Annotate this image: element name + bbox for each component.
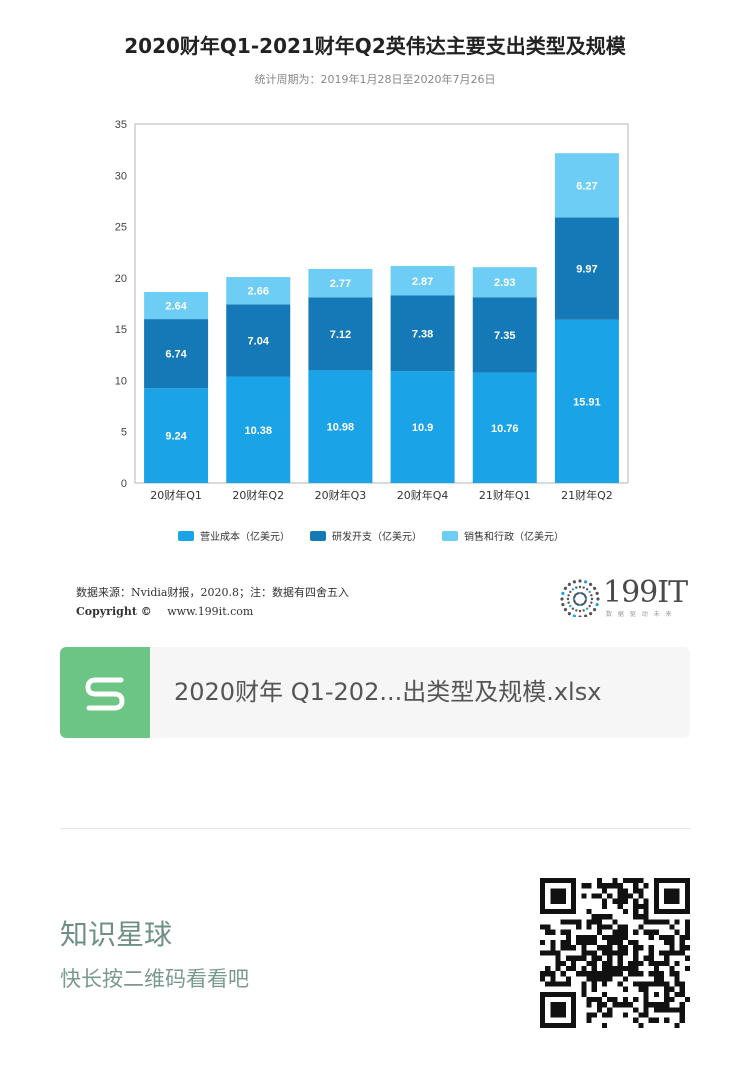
y-tick-label: 35: [115, 119, 127, 131]
legend-label: 研发开支（亿美元）: [332, 530, 422, 543]
bar-segment: [226, 304, 291, 377]
bar-segment: [226, 277, 291, 305]
bar-segment: [226, 376, 291, 483]
legend-label: 销售和行政（亿美元）: [464, 530, 564, 543]
x-tick-label: 20财年Q1: [150, 488, 202, 502]
copyright-label: Copyright ©: [76, 605, 152, 618]
legend-swatch: [310, 531, 326, 541]
data-label: 2.64: [165, 301, 187, 313]
data-label: 10.9: [412, 422, 433, 434]
bar-segment: [554, 217, 619, 320]
data-label: 15.91: [573, 396, 601, 408]
data-label: 10.98: [327, 422, 355, 434]
x-tick-label: 20财年Q2: [232, 488, 284, 502]
planet-hint: 快长按二维码看看吧: [60, 967, 249, 991]
bar-segment: [390, 371, 455, 483]
data-label: 9.24: [165, 431, 187, 443]
chart-title: 2020财年Q1-2021财年Q2英伟达主要支出类型及规模: [124, 34, 626, 58]
y-tick-label: 15: [115, 324, 127, 336]
y-tick-label: 20: [115, 273, 127, 285]
bar-segment: [144, 388, 209, 483]
data-label: 6.74: [165, 349, 187, 361]
brand-tagline: 数 据 驱 动 未 来: [606, 611, 674, 618]
y-tick-label: 5: [121, 427, 127, 439]
bar-segment: [554, 153, 619, 218]
brand-name: 199IT: [603, 575, 688, 610]
qr-code-icon[interactable]: [540, 878, 690, 1028]
data-label: 7.35: [494, 330, 515, 342]
data-label: 7.12: [330, 329, 351, 341]
y-tick-label: 25: [115, 222, 127, 234]
data-label: 2.77: [330, 278, 351, 290]
data-label: 10.76: [491, 423, 519, 435]
data-label: 10.38: [244, 425, 272, 437]
data-label: 2.93: [494, 277, 515, 289]
bar-segment: [472, 372, 537, 483]
divider: [60, 828, 690, 829]
source-note: 数据来源：Nvidia财报，2020.8；注：数据有四舍五入 Copyright…: [76, 583, 349, 621]
bar-segment: [390, 295, 455, 372]
data-label: 7.04: [248, 335, 270, 347]
bar-segment: [308, 268, 373, 298]
data-label: 2.87: [412, 276, 433, 288]
spreadsheet-s-icon: [60, 647, 150, 738]
legend-swatch: [178, 531, 194, 541]
dandelion-icon: [560, 579, 600, 617]
bar-segment: [472, 267, 537, 298]
website-link[interactable]: www.199it.com: [167, 605, 254, 618]
brand-logo: 199IT 数 据 驱 动 未 来: [556, 575, 696, 620]
legend-label: 营业成本（亿美元）: [200, 530, 290, 543]
chart-subtitle: 统计周期为：2019年1月28日至2020年7月26日: [254, 73, 496, 86]
data-label: 6.27: [576, 180, 597, 192]
bar-segment: [390, 266, 455, 296]
planet-title: 知识星球: [60, 918, 173, 951]
data-label: 9.97: [576, 264, 597, 276]
legend-swatch: [442, 531, 458, 541]
data-label: 2.66: [248, 286, 269, 298]
plot-frame: [134, 123, 629, 484]
x-tick-label: 21财年Q1: [479, 488, 531, 502]
bar-segment: [144, 319, 209, 389]
file-attachment[interactable]: 2020财年 Q1-202...出类型及规模.xlsx: [60, 647, 690, 738]
x-tick-label: 20财年Q4: [397, 488, 449, 502]
x-tick-label: 21财年Q2: [561, 488, 613, 502]
stacked-bar-chart: 0 5 10 15 20 25 30 35 9.24 6.74 2.64 20财年Q1 10.38 7.0…: [115, 119, 629, 543]
bar-segment: [308, 370, 373, 483]
x-tick-label: 20财年Q3: [315, 488, 367, 502]
source-text: 数据来源：Nvidia财报，2020.8；注：数据有四舍五入: [76, 586, 349, 599]
file-name: 2020财年 Q1-202...出类型及规模.xlsx: [174, 678, 602, 706]
y-tick-label: 10: [115, 375, 127, 387]
bar-segment: [472, 297, 537, 373]
bar-segment: [144, 292, 209, 320]
y-tick-label: 0: [121, 478, 127, 490]
data-label: 7.38: [412, 328, 433, 340]
bar-segment: [554, 319, 619, 483]
y-tick-label: 30: [115, 170, 127, 182]
bar-segment: [308, 297, 373, 371]
